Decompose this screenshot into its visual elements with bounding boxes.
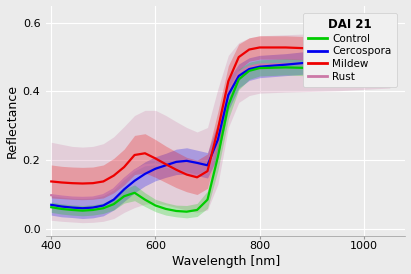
X-axis label: Wavelength [nm]: Wavelength [nm]: [172, 255, 280, 269]
Y-axis label: Reflectance: Reflectance: [6, 84, 18, 158]
Legend: Control, Cercospora, Mildew, Rust: Control, Cercospora, Mildew, Rust: [303, 13, 397, 87]
